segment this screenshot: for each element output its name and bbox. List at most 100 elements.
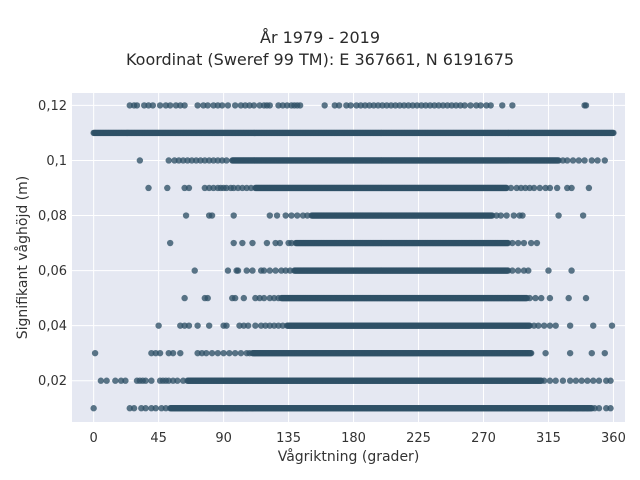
data-point xyxy=(347,102,354,109)
data-point xyxy=(152,405,159,412)
data-point xyxy=(103,377,110,384)
data-point xyxy=(165,157,172,164)
data-point xyxy=(566,405,574,412)
data-point xyxy=(252,322,259,329)
data-point xyxy=(223,157,230,164)
data-point xyxy=(231,294,239,302)
data-point xyxy=(590,322,597,329)
data-point xyxy=(461,102,468,109)
data-point xyxy=(142,405,149,412)
data-point xyxy=(91,349,99,357)
data-point xyxy=(566,322,574,329)
data-point xyxy=(155,322,162,329)
data-point xyxy=(142,377,149,384)
data-point xyxy=(579,212,587,219)
x-axis-label: Vågriktning (grader) xyxy=(278,448,420,465)
data-point xyxy=(149,102,157,109)
data-point xyxy=(566,349,574,357)
x-tick-label: 360 xyxy=(601,431,626,446)
data-point xyxy=(273,212,281,219)
data-point xyxy=(166,239,174,247)
data-point xyxy=(533,239,541,247)
data-point xyxy=(162,405,170,412)
data-point xyxy=(227,405,235,412)
data-point xyxy=(204,294,211,302)
data-point xyxy=(243,267,250,274)
data-point xyxy=(218,102,226,109)
data-point xyxy=(497,212,505,219)
data-point xyxy=(588,157,595,164)
data-point xyxy=(226,349,233,357)
data-point xyxy=(566,377,574,384)
data-point xyxy=(527,349,535,357)
data-point xyxy=(584,377,591,384)
data-point xyxy=(294,212,301,219)
data-point xyxy=(266,102,274,109)
data-point xyxy=(156,349,164,357)
data-point xyxy=(249,405,256,412)
x-tick-label: 90 xyxy=(215,431,232,446)
data-point xyxy=(204,102,211,109)
data-point xyxy=(487,102,494,109)
data-point xyxy=(509,239,516,247)
data-point xyxy=(565,294,572,302)
data-point xyxy=(594,157,601,164)
data-point xyxy=(148,377,155,384)
x-tick-label: 270 xyxy=(471,431,496,446)
data-point xyxy=(540,377,548,384)
data-point xyxy=(185,322,193,329)
data-point xyxy=(559,377,567,384)
data-point xyxy=(249,239,256,247)
data-point xyxy=(136,157,144,164)
data-point xyxy=(296,102,304,109)
data-point xyxy=(530,184,538,192)
data-point xyxy=(288,212,295,219)
data-point xyxy=(194,322,201,329)
data-point xyxy=(164,184,171,192)
data-point xyxy=(514,239,522,247)
data-point xyxy=(538,294,545,302)
data-point xyxy=(90,405,97,412)
data-point xyxy=(510,212,518,219)
data-point xyxy=(546,377,554,384)
data-point xyxy=(286,267,294,274)
data-point xyxy=(509,102,516,109)
data-point xyxy=(569,157,577,164)
data-point xyxy=(194,102,201,109)
data-point xyxy=(527,239,535,247)
data-point xyxy=(224,102,232,109)
data-point xyxy=(540,322,548,329)
data-point xyxy=(525,267,532,274)
plot-area xyxy=(72,93,625,422)
x-tick-label: 315 xyxy=(536,431,561,446)
data-point xyxy=(467,102,474,109)
data-point xyxy=(321,102,328,109)
data-point xyxy=(191,267,198,274)
data-point xyxy=(555,212,562,219)
data-point xyxy=(588,349,595,357)
data-point xyxy=(509,267,516,274)
chart-title-line-1: År 1979 - 2019 xyxy=(260,28,380,47)
data-point xyxy=(237,349,245,357)
x-tick-label: 135 xyxy=(276,431,301,446)
data-point xyxy=(243,405,250,412)
data-point xyxy=(177,349,184,357)
data-point xyxy=(205,405,213,412)
y-tick-label: 0,08 xyxy=(38,209,67,224)
data-point xyxy=(607,377,614,384)
data-point xyxy=(217,405,224,412)
data-point xyxy=(546,294,554,302)
data-point xyxy=(208,212,216,219)
y-tick-label: 0,1 xyxy=(46,154,67,169)
x-tick-label: 45 xyxy=(150,431,167,446)
data-point xyxy=(519,212,526,219)
data-point xyxy=(239,239,246,247)
data-point xyxy=(145,184,152,192)
data-point xyxy=(276,239,284,247)
data-point xyxy=(568,267,575,274)
data-point xyxy=(214,349,222,357)
data-point xyxy=(607,405,614,412)
data-point xyxy=(595,405,603,412)
data-point xyxy=(595,377,603,384)
